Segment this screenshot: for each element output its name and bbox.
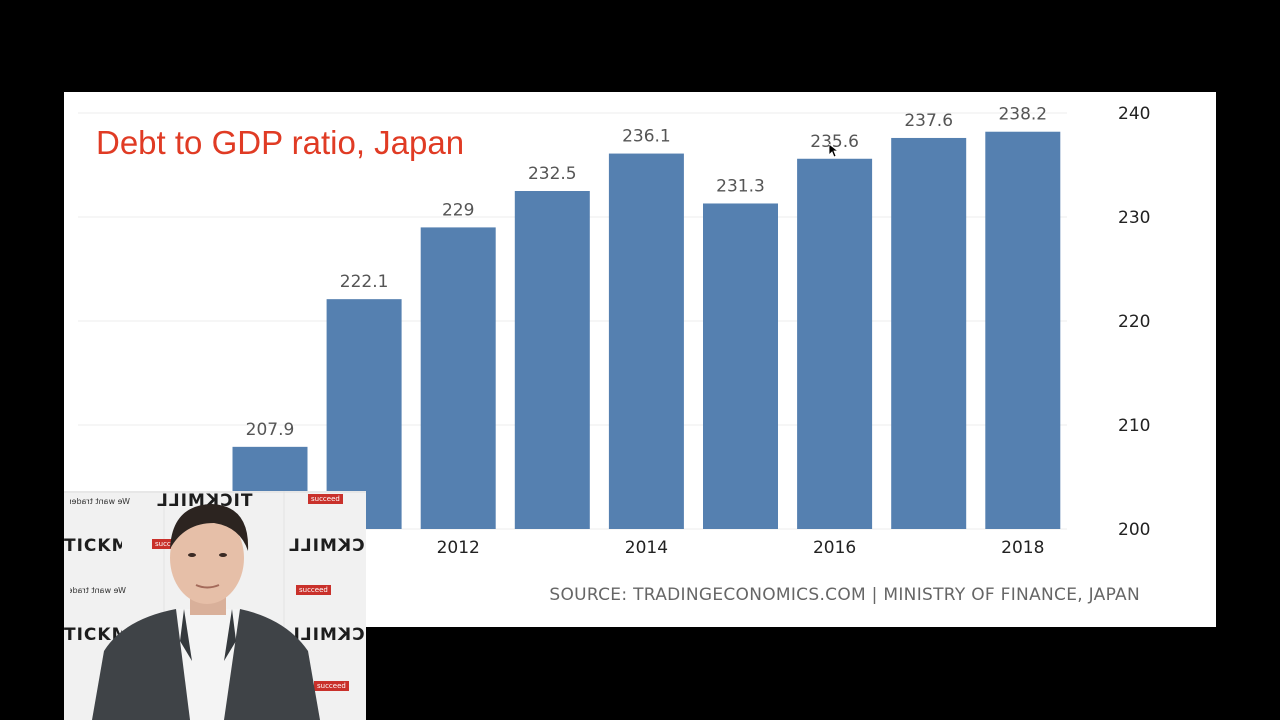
backdrop-red-tag: succeed: [314, 681, 349, 691]
x-tick-label: 2016: [813, 538, 856, 558]
bar-2015: [703, 203, 778, 529]
x-axis-ticks: 2012 2014 2016 2018: [437, 538, 1045, 558]
bar-2013: [514, 191, 590, 529]
bar-2016: [797, 158, 873, 529]
bar-chart: 207.9 222.1 229 232.5 236.1 231.3 235.6 237.6 23…: [78, 104, 1150, 558]
y-axis-ticks: 200 210 220 230 240: [1118, 104, 1150, 540]
bar-2012: [420, 227, 496, 529]
y-tick-label: 230: [1118, 208, 1150, 228]
x-tick-label: 2014: [625, 538, 668, 558]
bar-2018: [985, 131, 1061, 529]
bars: [232, 131, 1061, 529]
value-label-2010: 207.9: [246, 420, 295, 440]
y-tick-label: 240: [1118, 104, 1150, 124]
backdrop-red-tag: succeed: [308, 494, 343, 504]
bar-2014: [608, 153, 684, 529]
backdrop-red-tag: succeed: [296, 585, 331, 595]
backdrop-logo: TICKMILL: [64, 536, 122, 556]
value-label-2016: 235.6: [810, 132, 859, 152]
x-tick-label: 2018: [1001, 538, 1044, 558]
presenter-webcam: We want traders to succeed TICKMILL succ…: [64, 491, 366, 720]
value-label-2014: 236.1: [622, 127, 671, 147]
value-label-2017: 237.6: [904, 111, 953, 131]
presenter-figure: [92, 504, 320, 720]
backdrop-logo: TICKMILL: [64, 625, 122, 645]
y-tick-label: 210: [1118, 416, 1150, 436]
value-label-2013: 232.5: [528, 164, 577, 184]
bar-2011: [326, 299, 402, 529]
value-label-2012: 229: [442, 200, 474, 220]
x-tick-label: 2012: [437, 538, 480, 558]
y-tick-label: 220: [1118, 312, 1150, 332]
value-label-2018: 238.2: [998, 105, 1047, 125]
source-note: SOURCE: TRADINGECONOMICS.COM | MINISTRY …: [549, 585, 1140, 605]
backdrop-red-tag: succeed: [152, 539, 187, 549]
value-labels: 207.9 222.1 229 232.5 236.1 231.3 235.6 237.6 23…: [246, 105, 1047, 440]
chart-title: Debt to GDP ratio, Japan: [96, 124, 465, 161]
value-label-2015: 231.3: [716, 176, 765, 196]
mouse-cursor-icon: [829, 144, 839, 158]
value-label-2011: 222.1: [340, 272, 389, 292]
bar-2017: [891, 137, 967, 529]
y-tick-label: 200: [1118, 520, 1150, 540]
